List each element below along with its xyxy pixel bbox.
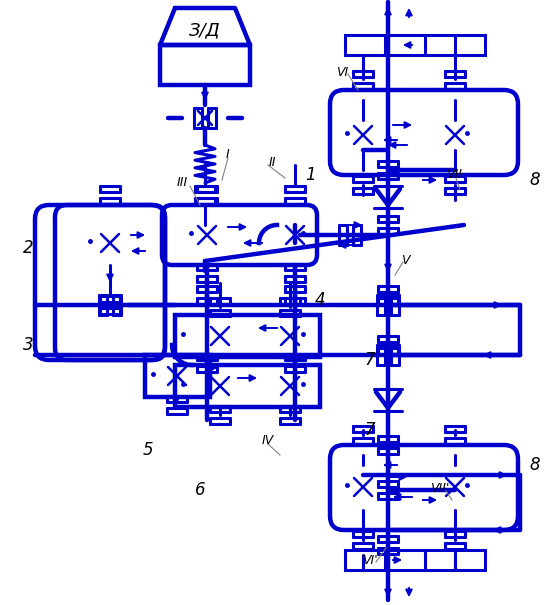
Text: 7: 7 (364, 421, 375, 439)
Text: II: II (269, 155, 276, 169)
Text: 7: 7 (364, 351, 375, 369)
Text: 6: 6 (195, 481, 206, 499)
Text: З/Д: З/Д (189, 21, 221, 39)
Text: VII': VII' (430, 482, 450, 494)
Bar (175, 365, 320, 407)
Text: I: I (226, 148, 230, 162)
Text: IV: IV (262, 434, 274, 446)
Bar (145, 355, 210, 397)
Text: 2: 2 (22, 239, 33, 257)
Text: VII: VII (446, 169, 462, 182)
Text: 4: 4 (315, 291, 326, 309)
Bar (345, 550, 485, 570)
Text: 8: 8 (530, 456, 540, 474)
Bar (345, 35, 485, 55)
Text: 5: 5 (142, 441, 153, 459)
Text: 1: 1 (305, 166, 315, 184)
Text: VI: VI (336, 65, 348, 79)
Text: VI': VI' (362, 554, 378, 566)
Text: III: III (176, 177, 187, 189)
Text: 3: 3 (22, 336, 33, 354)
Bar (175, 315, 320, 357)
Text: 8: 8 (530, 171, 540, 189)
Bar (160, 45, 250, 85)
Text: V: V (401, 253, 409, 266)
